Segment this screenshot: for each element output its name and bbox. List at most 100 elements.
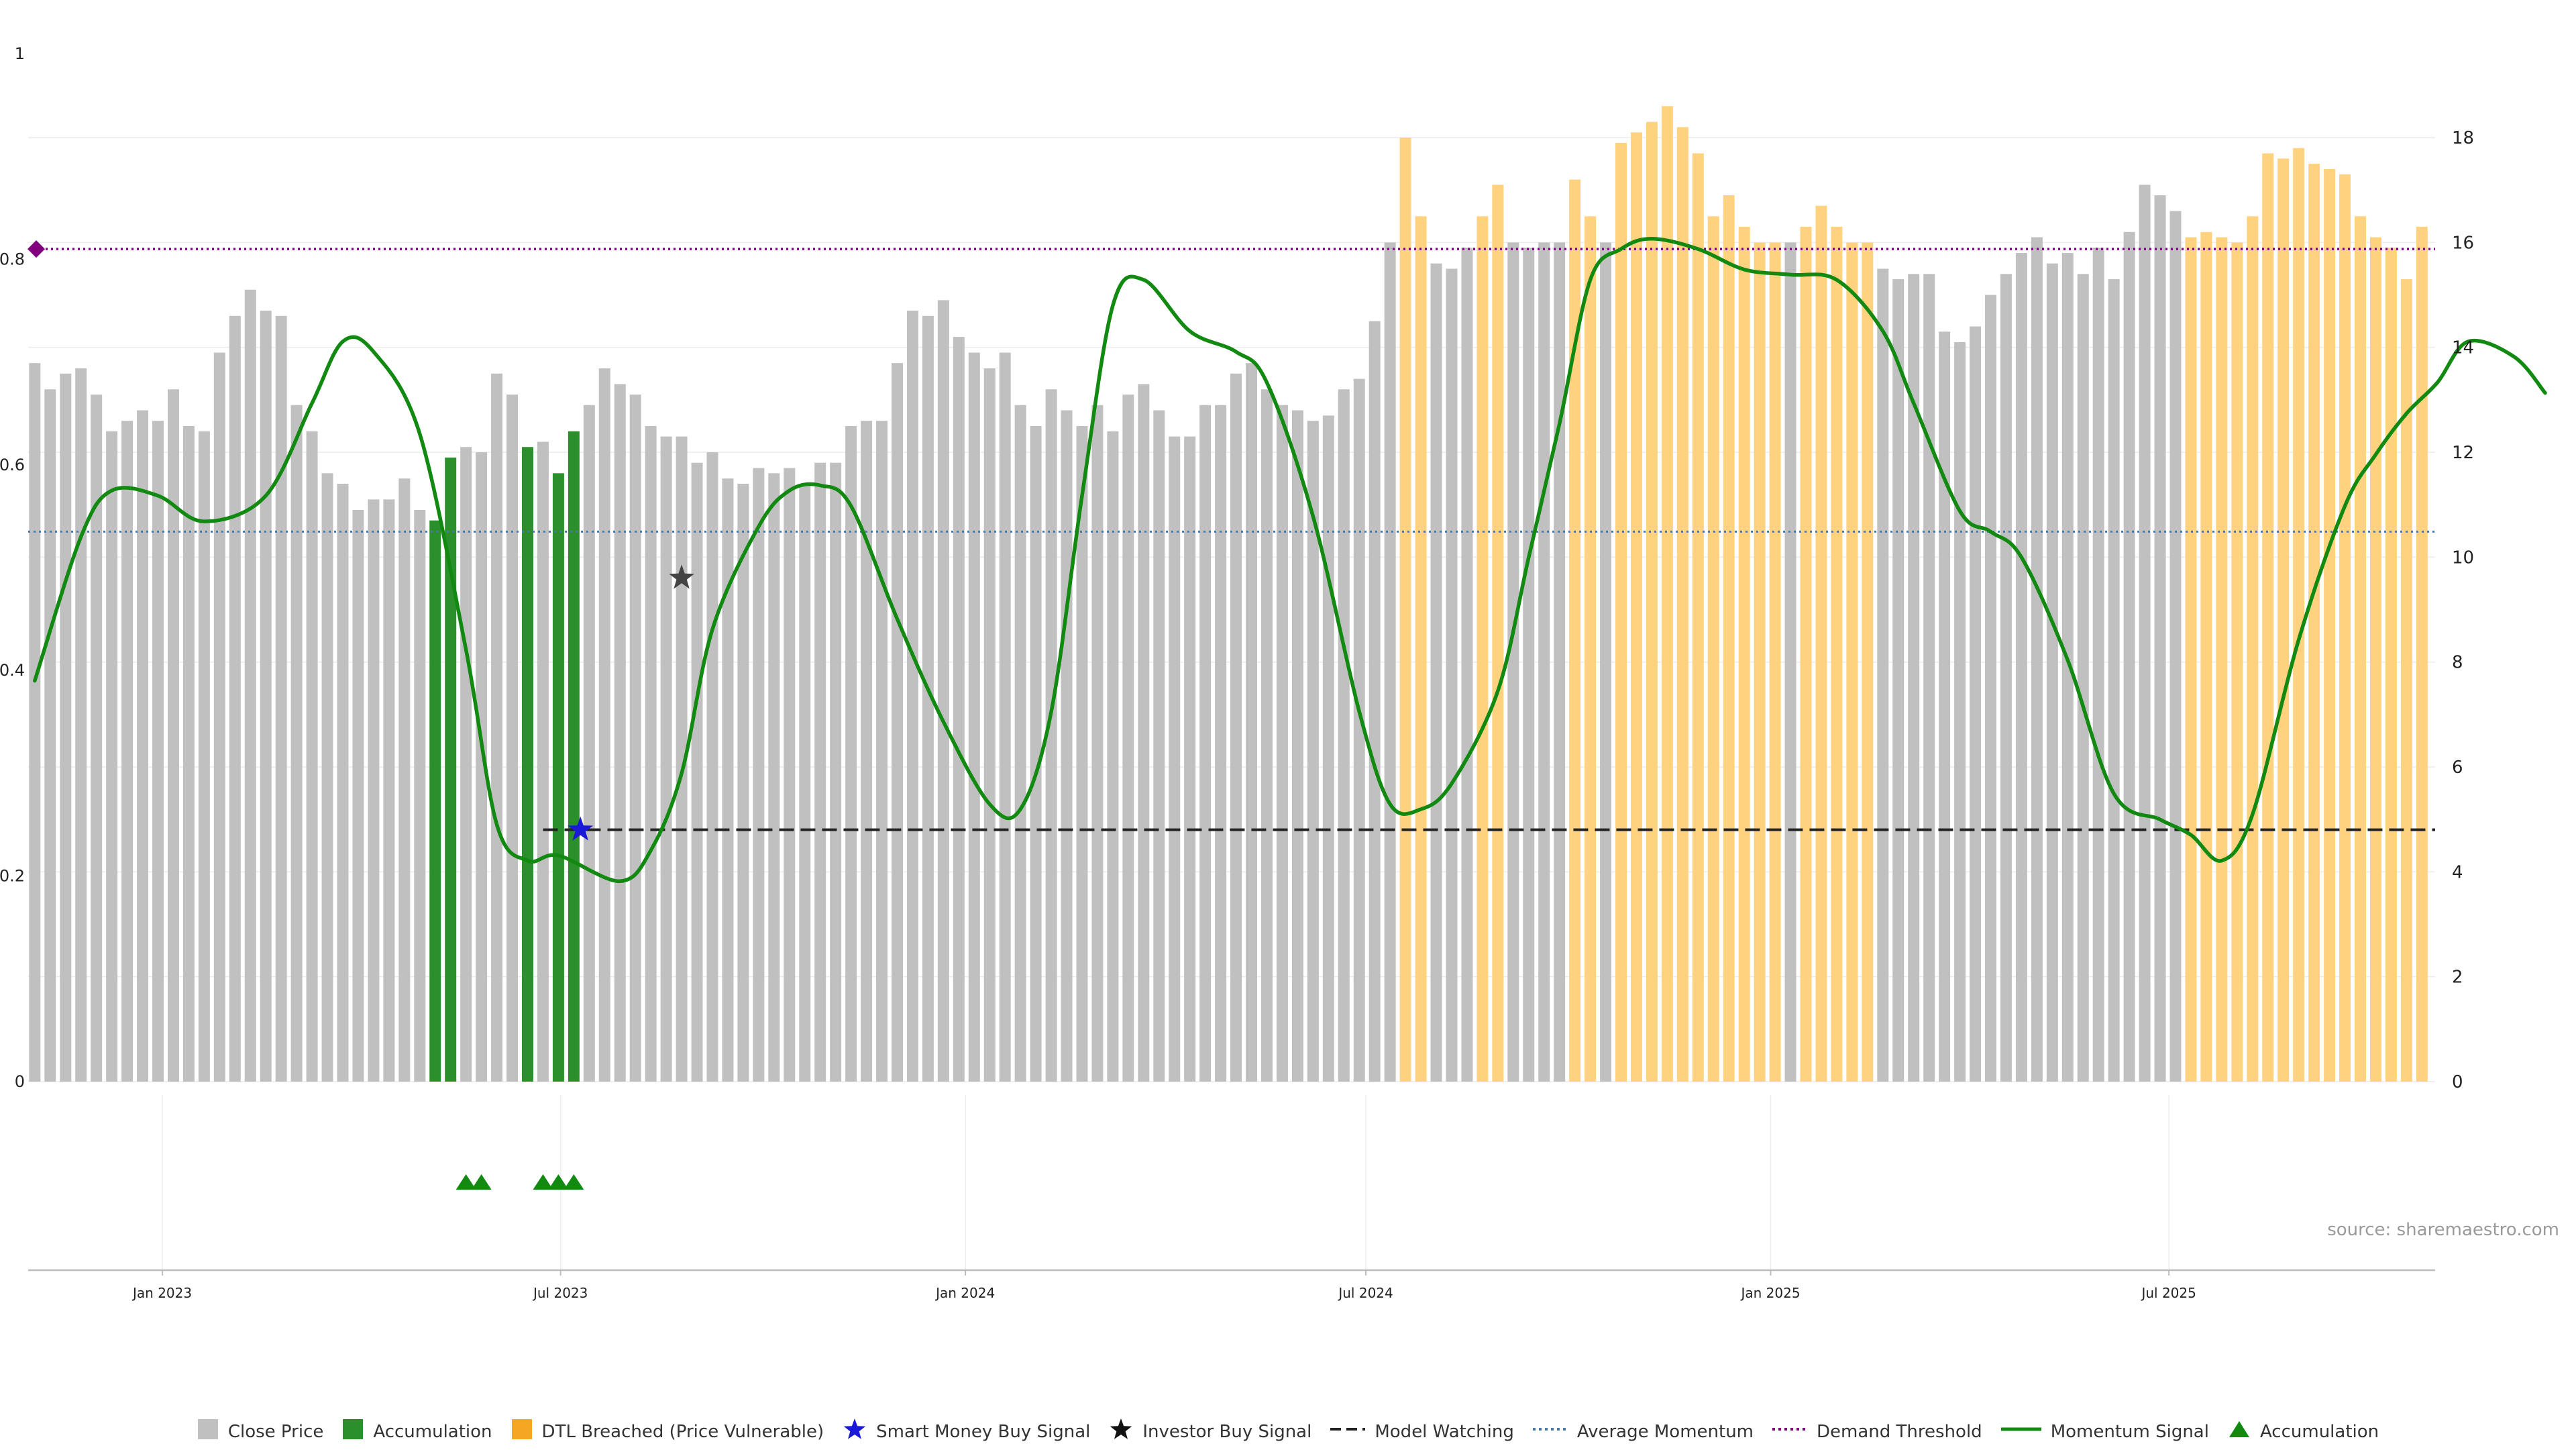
accumulation-bar bbox=[568, 431, 580, 1082]
x-axis-tick-label: Jan 2025 bbox=[1739, 1285, 1800, 1301]
dtl-breached-bar bbox=[1846, 242, 1858, 1082]
close-price-bar bbox=[660, 436, 672, 1082]
dtl-breached-bar bbox=[1615, 142, 1627, 1082]
close-price-bar bbox=[1307, 421, 1319, 1082]
dtl-breached-bar bbox=[2247, 216, 2259, 1082]
demand-threshold-marker bbox=[28, 240, 45, 258]
close-price-bar bbox=[953, 337, 965, 1082]
close-price-bar bbox=[91, 395, 103, 1082]
dtl-breached-bar bbox=[1585, 216, 1597, 1082]
close-price-bar bbox=[876, 421, 888, 1082]
close-price-bar bbox=[1260, 389, 1273, 1082]
close-price-bar bbox=[2077, 274, 2089, 1082]
dtl-breached-bar bbox=[2400, 279, 2412, 1082]
close-price-bar bbox=[1184, 436, 1196, 1082]
close-price-bar bbox=[1877, 268, 1889, 1082]
dtl-breached-bar bbox=[2339, 174, 2351, 1082]
dtl-breached-bar bbox=[1415, 216, 1427, 1082]
accumulation-triangle bbox=[471, 1174, 492, 1190]
close-price-bar bbox=[1507, 242, 1519, 1082]
legend: Close Price Accumulation DTL Breached (Pri… bbox=[0, 1418, 2576, 1445]
close-price-bar bbox=[1892, 279, 1904, 1082]
close-price-bar bbox=[182, 425, 195, 1082]
dtl-breached-bar bbox=[1646, 121, 1658, 1082]
close-price-bar bbox=[2061, 253, 2074, 1082]
close-price-bar bbox=[906, 311, 918, 1082]
dtl-breached-bar bbox=[2416, 226, 2428, 1082]
close-price-bar bbox=[1230, 373, 1242, 1082]
triangle-icon bbox=[2228, 1418, 2251, 1445]
close-price-bar bbox=[229, 315, 241, 1082]
close-price-bar bbox=[1215, 405, 1227, 1082]
close-price-bar bbox=[121, 421, 133, 1082]
close-price-bar bbox=[1276, 405, 1288, 1082]
dtl-breached-bar bbox=[2185, 237, 2197, 1082]
legend-label: Accumulation bbox=[2259, 1421, 2379, 1442]
close-price-bar bbox=[1908, 274, 1920, 1082]
dtl-breached-bar bbox=[1477, 216, 1489, 1082]
close-price-bar bbox=[1384, 242, 1396, 1082]
left-axis-tick-label: 0.4 bbox=[0, 661, 25, 680]
close-price-bar bbox=[983, 368, 996, 1082]
dtl-breached-bar bbox=[1723, 195, 1735, 1082]
accumulation-bar bbox=[429, 520, 441, 1082]
bar-layer bbox=[29, 106, 2428, 1082]
close-price-bar bbox=[1446, 268, 1458, 1082]
close-price-bar bbox=[476, 452, 488, 1082]
x-axis-tick-label: Jul 2024 bbox=[1337, 1285, 1393, 1301]
dtl-breached-bar bbox=[2354, 216, 2366, 1082]
x-axis-tick-label: Jan 2023 bbox=[131, 1285, 192, 1301]
dotted-line-icon bbox=[1772, 1418, 1808, 1445]
line-layer bbox=[28, 237, 2547, 884]
close-price-bar bbox=[614, 384, 626, 1082]
close-price-bar bbox=[784, 468, 796, 1082]
close-price-bar bbox=[2108, 279, 2120, 1082]
close-price-bar bbox=[1939, 331, 1951, 1082]
left-axis-tick-label: 1 bbox=[15, 44, 25, 63]
close-price-bar bbox=[722, 478, 734, 1082]
close-price-bar bbox=[1523, 248, 1535, 1082]
close-price-bar bbox=[1600, 242, 1612, 1082]
dtl-breached-bar bbox=[1800, 226, 1812, 1082]
close-price-bar bbox=[1138, 384, 1150, 1082]
dtl-breached-bar bbox=[1676, 127, 1688, 1082]
close-price-bar bbox=[922, 315, 934, 1082]
close-price-bar bbox=[2015, 253, 2027, 1082]
close-price-bar bbox=[414, 510, 426, 1082]
legend-label: Momentum Signal bbox=[2050, 1421, 2209, 1442]
close-price-bar bbox=[1153, 410, 1165, 1082]
right-axis-tick-label: 2 bbox=[2452, 968, 2463, 988]
dtl-breached-bar bbox=[2385, 248, 2397, 1082]
dtl-breached-bar bbox=[2293, 148, 2305, 1082]
accumulation-triangle bbox=[548, 1174, 569, 1190]
right-axis-tick-label: 16 bbox=[2452, 233, 2474, 253]
legend-label: Average Momentum bbox=[1576, 1421, 1754, 1442]
x-axis-tick-label: Jul 2023 bbox=[532, 1285, 588, 1301]
accumulation-triangle bbox=[455, 1174, 476, 1190]
smart-money-buy-signal-star bbox=[568, 816, 594, 841]
dtl-breached-bar bbox=[2369, 237, 2381, 1082]
close-price-bar bbox=[1554, 242, 1566, 1082]
close-price-bar bbox=[1353, 378, 1365, 1082]
close-price-bar bbox=[1368, 321, 1381, 1082]
dtl-breached-bar bbox=[1754, 242, 1766, 1082]
dtl-breached-bar bbox=[2262, 153, 2274, 1082]
close-price-bar bbox=[768, 473, 780, 1082]
star-icon bbox=[1109, 1418, 1133, 1445]
x-axis-tick-label: Jul 2025 bbox=[2140, 1285, 2196, 1301]
close-price-bar bbox=[645, 425, 657, 1082]
dtl-breached-bar bbox=[2277, 158, 2290, 1082]
accumulation-bar bbox=[521, 447, 533, 1082]
legend-label: Close Price bbox=[227, 1421, 324, 1442]
legend-item: Accumulation bbox=[2228, 1418, 2379, 1445]
legend-item: Demand Threshold bbox=[1772, 1418, 1982, 1445]
close-price-bar bbox=[44, 389, 56, 1082]
close-price-bar bbox=[2169, 211, 2182, 1082]
investor-buy-signal-star bbox=[669, 564, 695, 589]
left-axis-tick-label: 0 bbox=[15, 1072, 25, 1091]
legend-item: DTL Breached (Price Vulnerable) bbox=[511, 1418, 824, 1445]
close-price-bar bbox=[106, 431, 118, 1082]
dtl-breached-bar bbox=[1738, 226, 1750, 1082]
dtl-breached-bar bbox=[2308, 164, 2320, 1082]
